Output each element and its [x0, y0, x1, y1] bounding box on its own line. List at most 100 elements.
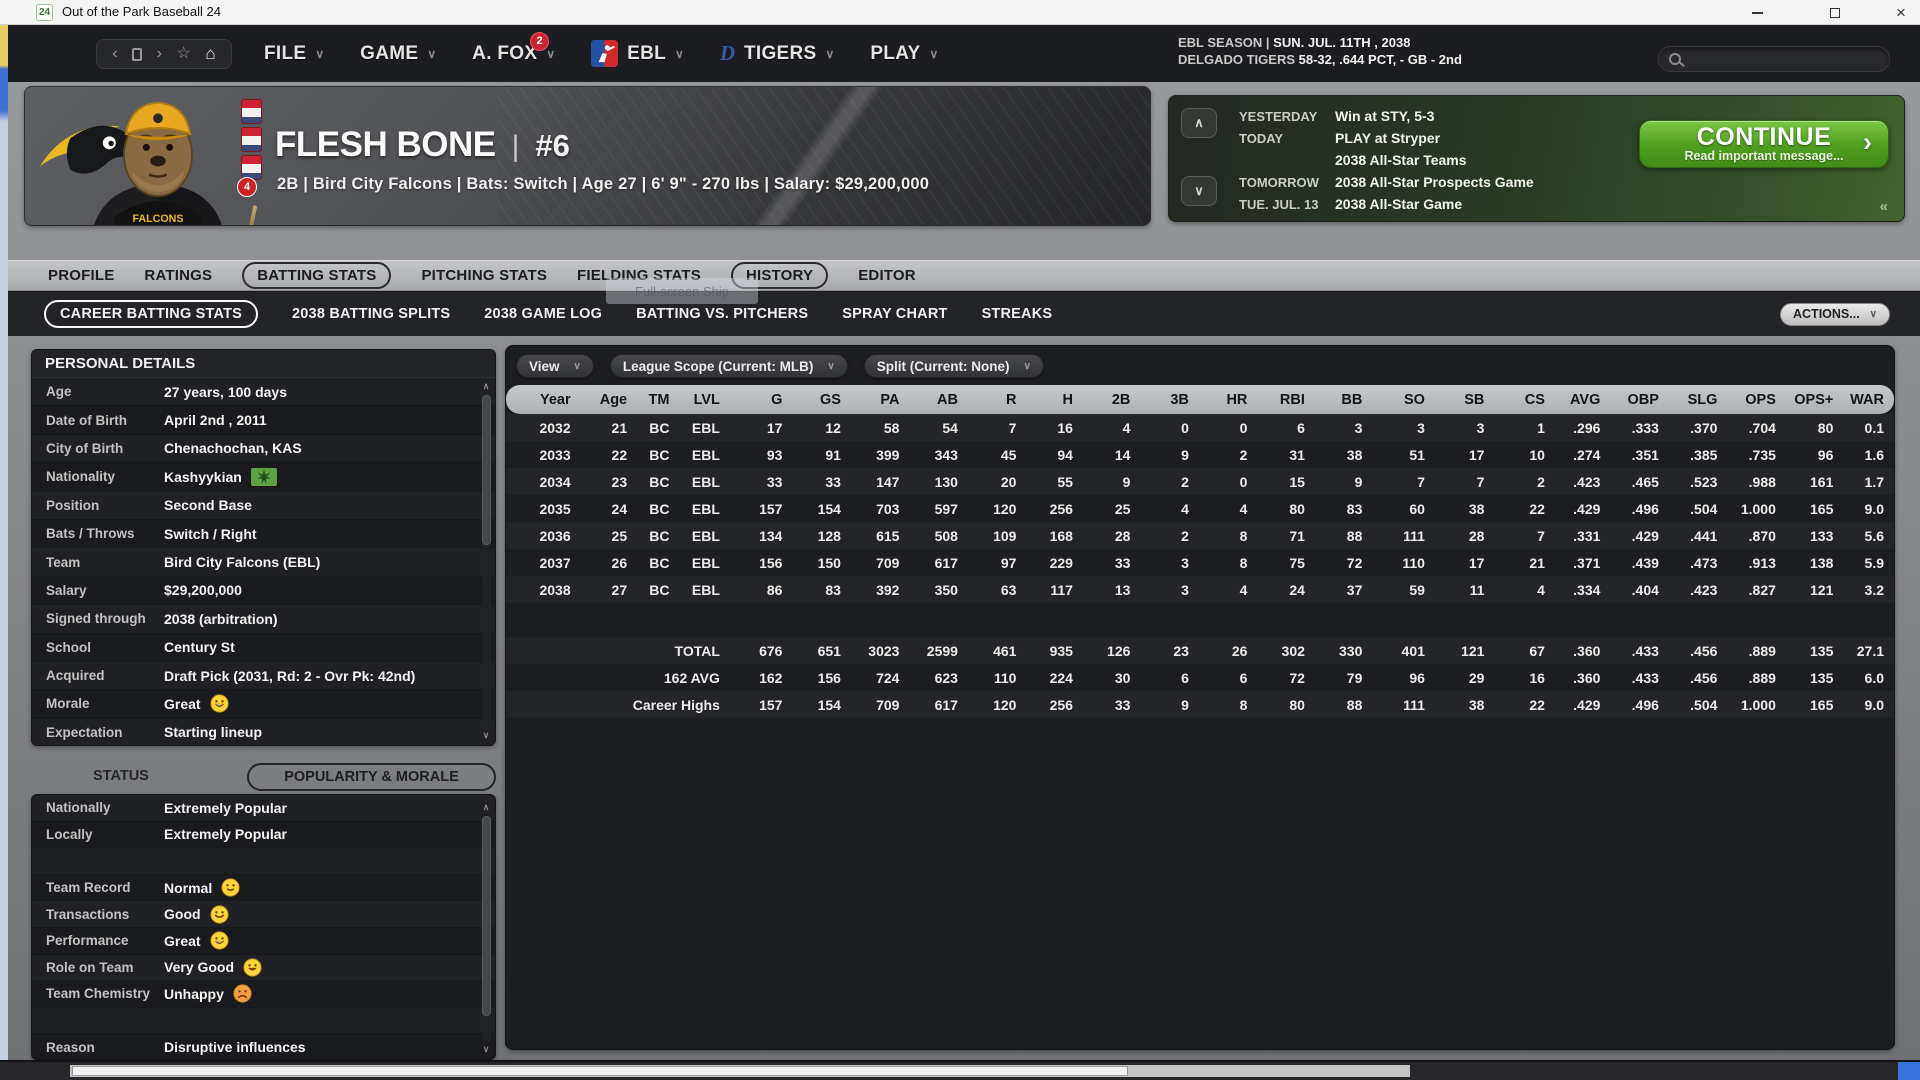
split-dropdown[interactable]: Split (Current: None) ∨ [863, 354, 1044, 378]
schedule-down-button[interactable]: ∨ [1181, 176, 1217, 206]
stat-cell: 165 [1785, 495, 1844, 522]
subtab-batting-vs-pitchers[interactable]: BATTING VS. PITCHERS [636, 306, 809, 322]
tab-history[interactable]: HISTORY [730, 262, 829, 289]
column-header-ops[interactable]: OPS [1727, 385, 1786, 414]
page-icon[interactable] [132, 47, 143, 61]
menu-file[interactable]: FILE ∨ [264, 43, 324, 65]
column-header-war[interactable]: WAR [1843, 385, 1894, 414]
summary-row-162-avg[interactable]: 162 AVG 162 156 724 623 110 224 30 6 6 72 79 96 29 16.… [506, 664, 1894, 691]
horizontal-scrollbar[interactable] [70, 1065, 1410, 1077]
column-header-hr[interactable]: HR [1198, 385, 1258, 414]
schedule-event[interactable]: Win at STY, 5-3 [1335, 108, 1435, 124]
favorite-icon[interactable]: ☆ [176, 45, 191, 62]
column-header-rbi[interactable]: RBI [1257, 385, 1315, 414]
column-header-sb[interactable]: SB [1434, 385, 1495, 414]
schedule-event[interactable]: 2038 All-Star Prospects Game [1335, 174, 1534, 190]
subtab-streaks[interactable]: STREAKS [981, 306, 1053, 322]
personal-row: Morale Great [32, 690, 495, 719]
back-icon[interactable]: ‹ [112, 45, 118, 62]
search-input[interactable] [1689, 51, 1869, 67]
window-title: Out of the Park Baseball 24 [62, 4, 221, 19]
schedule-event[interactable]: 2038 All-Star Teams [1335, 152, 1467, 168]
search-box [1658, 46, 1890, 72]
menu-ebl[interactable]: EBL ∨ [591, 40, 684, 67]
collapse-icon[interactable]: « [1879, 198, 1888, 215]
stats-row[interactable]: 2034 23 BC EBL 33 33 147 130 20 55 9 2 0 15 9 7 7 2.423.4… [506, 468, 1894, 495]
column-header-g[interactable]: G [729, 385, 793, 414]
stat-cell: 5.9 [1843, 549, 1894, 576]
personal-scrollbar[interactable]: ∧ ∨ [479, 380, 493, 741]
close-button[interactable]: × [1884, 0, 1918, 25]
stats-row[interactable]: 2033 22 BC EBL 93 91 399 343 45 94 14 9 2 31 38 51 17 10.… [506, 441, 1894, 468]
view-dropdown[interactable]: View ∨ [516, 354, 594, 378]
column-header-year[interactable]: Year [506, 385, 581, 414]
menu-a-fox[interactable]: A. FOX ∨ 2 [472, 31, 555, 65]
column-header-tm[interactable]: TM [637, 385, 680, 414]
column-header-lvl[interactable]: LVL [679, 385, 730, 414]
column-header-slg[interactable]: SLG [1668, 385, 1728, 414]
tab-status[interactable]: STATUS [93, 768, 149, 784]
subtab-2038-batting-splits[interactable]: 2038 BATTING SPLITS [292, 306, 451, 322]
maximize-button[interactable] [1818, 0, 1852, 25]
column-header-h[interactable]: H [1026, 385, 1083, 414]
menu-game[interactable]: GAME ∨ [360, 43, 436, 65]
stat-cell: 165 [1785, 691, 1844, 718]
scroll-up-icon[interactable]: ∧ [482, 802, 490, 812]
minimize-button[interactable] [1740, 0, 1774, 25]
scroll-down-icon[interactable]: ∨ [482, 1044, 490, 1054]
forward-icon[interactable]: › [156, 45, 162, 62]
home-icon[interactable]: ⌂ [205, 44, 216, 63]
tab-pitching-stats[interactable]: PITCHING STATS [421, 267, 548, 284]
column-header-so[interactable]: SO [1372, 385, 1435, 414]
column-header-bb[interactable]: BB [1314, 385, 1373, 414]
scroll-thumb[interactable] [481, 395, 491, 545]
tab-batting-stats[interactable]: BATTING STATS [242, 262, 392, 289]
stats-row[interactable]: 2037 26 BC EBL 156 150 709 617 97 229 33 3 8 75 72 110 1… [506, 549, 1894, 576]
menu-play[interactable]: PLAY ∨ [870, 43, 938, 65]
popularity-label: Team Chemistry [46, 986, 151, 1002]
tab-editor[interactable]: EDITOR [858, 267, 916, 284]
stats-row[interactable]: 2038 27 BC EBL 86 83 392 350 63 117 13 3 4 24 37 59 11 4.… [506, 576, 1894, 603]
column-header-cs[interactable]: CS [1494, 385, 1555, 414]
column-header-3b[interactable]: 3B [1140, 385, 1199, 414]
scroll-down-icon[interactable]: ∨ [482, 730, 490, 740]
column-header-pa[interactable]: PA [850, 385, 910, 414]
stat-cell: 4 [1198, 495, 1258, 522]
value-text: Great [164, 932, 201, 949]
actions-button[interactable]: ACTIONS... ∨ [1780, 302, 1890, 326]
popularity-row: Transactions Good [32, 901, 495, 928]
popularity-scrollbar[interactable]: ∧ ∨ [479, 801, 493, 1055]
scroll-thumb[interactable] [481, 816, 491, 1016]
tab-profile[interactable]: PROFILE [48, 267, 115, 284]
subtab-career-batting-stats[interactable]: CAREER BATTING STATS [44, 300, 259, 328]
stats-row[interactable]: 2032 21 BC EBL 17 12 58 54 7 16 4 0 0 6 3 3 3 1.296.333.3… [506, 414, 1894, 441]
schedule-event[interactable]: 2038 All-Star Game [1335, 196, 1463, 212]
summary-row-career-highs[interactable]: Career Highs 157 154 709 617 120 256 33 9 8 80 88 11… [506, 691, 1894, 718]
scroll-up-icon[interactable]: ∧ [482, 381, 490, 391]
horizontal-scroll-thumb[interactable] [72, 1066, 1128, 1076]
schedule-event[interactable]: PLAY at Stryper [1335, 130, 1441, 146]
stat-cell: .456 [1668, 664, 1728, 691]
status-tab-row: STATUS POPULARITY & MORALE [31, 763, 496, 793]
column-header-age[interactable]: Age [580, 385, 638, 414]
tab-popularity-morale[interactable]: POPULARITY & MORALE [247, 763, 496, 791]
column-header-2b[interactable]: 2B [1082, 385, 1141, 414]
column-header-opsplus[interactable]: OPS+ [1785, 385, 1844, 414]
column-header-gs[interactable]: GS [792, 385, 851, 414]
subtab-2038-game-log[interactable]: 2038 GAME LOG [484, 306, 603, 322]
column-header-r[interactable]: R [967, 385, 1027, 414]
column-header-ab[interactable]: AB [909, 385, 968, 414]
schedule-up-button[interactable]: ∧ [1181, 108, 1217, 138]
tab-fielding-stats[interactable]: FIELDING STATS [577, 267, 701, 284]
tab-ratings[interactable]: RATINGS [144, 267, 213, 284]
stat-cell: .827 [1727, 576, 1786, 603]
league-scope-dropdown[interactable]: League Scope (Current: MLB) ∨ [609, 354, 848, 378]
subtab-spray-chart[interactable]: SPRAY CHART [842, 306, 948, 322]
menu-tigers[interactable]: D TIGERS ∨ [720, 41, 835, 66]
stats-row[interactable]: 2035 24 BC EBL 157 154 703 597 120 256 25 4 4 80 83 60 3… [506, 495, 1894, 522]
stats-row[interactable]: 2036 25 BC EBL 134 128 615 508 109 168 28 2 8 71 88 111… [506, 522, 1894, 549]
column-header-avg[interactable]: AVG [1554, 385, 1611, 414]
column-header-obp[interactable]: OBP [1610, 385, 1669, 414]
summary-row-total[interactable]: TOTAL 676 651 3023 2599 461 935 126 23 26 302 330 40… [506, 637, 1894, 664]
continue-button[interactable]: CONTINUE › Read important message... [1639, 120, 1889, 168]
